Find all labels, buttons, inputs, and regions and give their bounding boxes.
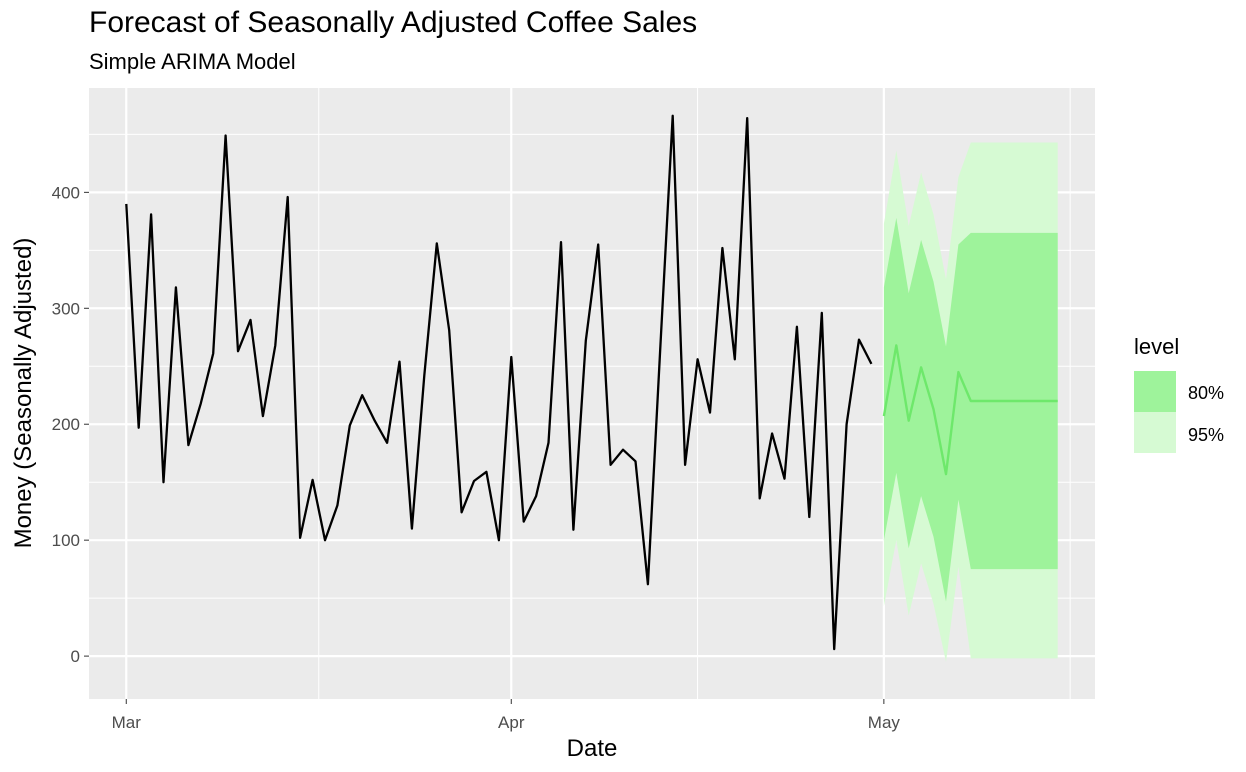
x-tick-label: Apr <box>498 713 525 732</box>
y-tick-label: 200 <box>52 415 80 434</box>
legend: level 80% 95% <box>1134 334 1224 453</box>
legend-key-80 <box>1134 371 1176 412</box>
chart-subtitle: Simple ARIMA Model <box>89 49 296 74</box>
legend-label-95: 95% <box>1188 425 1224 445</box>
observed-line <box>125 114 873 651</box>
y-tick-label: 300 <box>52 299 80 318</box>
legend-key-95 <box>1134 412 1176 453</box>
y-axis-ticks: 0 100 200 300 400 <box>52 183 89 666</box>
legend-title: level <box>1134 334 1179 359</box>
y-axis-title: Money (Seasonally Adjusted) <box>10 238 37 549</box>
legend-label-80: 80% <box>1188 383 1224 403</box>
x-axis-ticks: Mar Apr May <box>112 699 901 732</box>
band-80 <box>883 217 1058 602</box>
x-tick-label: Mar <box>112 713 142 732</box>
y-tick-label: 400 <box>52 183 80 202</box>
y-tick-label: 0 <box>71 647 80 666</box>
x-tick-label: May <box>868 713 901 732</box>
forecast-line <box>882 344 1058 476</box>
y-tick-label: 100 <box>52 531 80 550</box>
series-lines <box>125 114 1058 651</box>
x-axis-title: Date <box>567 735 618 762</box>
chart-title: Forecast of Seasonally Adjusted Coffee S… <box>89 6 697 39</box>
